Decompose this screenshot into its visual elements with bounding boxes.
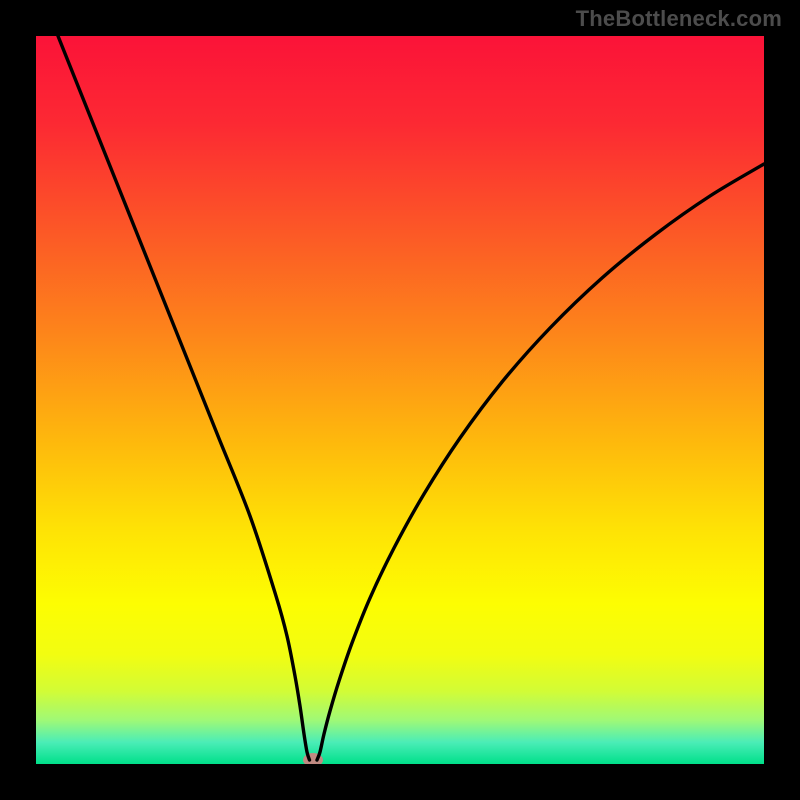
gradient-background (36, 36, 764, 764)
chart-stage: TheBottleneck.com (0, 0, 800, 800)
plot-area (36, 36, 764, 764)
chart-svg (36, 36, 764, 764)
watermark-text: TheBottleneck.com (576, 6, 782, 32)
